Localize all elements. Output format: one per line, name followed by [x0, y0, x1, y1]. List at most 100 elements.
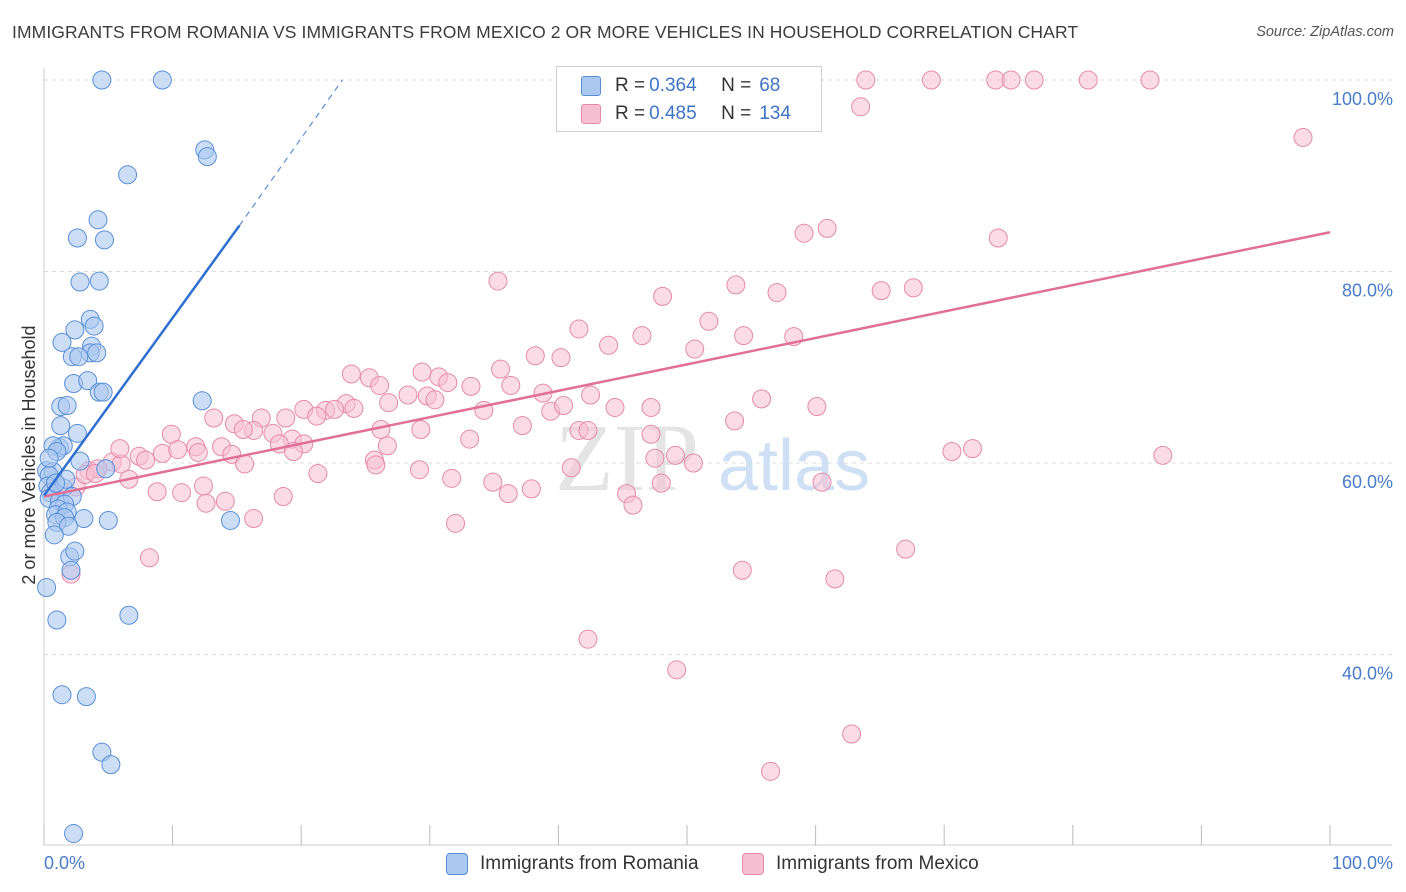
romania-point-8 [70, 272, 90, 292]
source-label: Source: ZipAtlas.com [1256, 24, 1394, 40]
romania-swatch [581, 76, 601, 96]
mexico-point-128 [498, 484, 518, 504]
mexico-point-16 [726, 275, 746, 295]
mexico-point-72 [578, 420, 598, 440]
mexico-point-18 [767, 283, 787, 303]
mexico-point-14 [988, 228, 1008, 248]
mexico-point-95 [645, 448, 665, 468]
romania-point-59 [119, 605, 139, 625]
romania-point-25 [192, 391, 212, 411]
mexico-point-69 [460, 429, 480, 449]
romania-point-56 [61, 560, 81, 580]
mexico-point-38 [501, 375, 521, 395]
mexico-point-105 [172, 483, 192, 503]
romania-point-3 [197, 147, 217, 167]
mexico-point-62 [233, 419, 253, 439]
y-tick-label-0: 40.0% [1342, 664, 1393, 684]
stats-legend: R = 0.364 N = 68 R = 0.485 N = 134 [556, 66, 822, 132]
mexico-point-73 [641, 424, 661, 444]
grid [44, 79, 1392, 655]
romania-point-18 [69, 347, 89, 367]
mexico-point-11 [1293, 127, 1313, 147]
romania-n-value: 68 [759, 75, 781, 96]
mexico-point-12 [794, 223, 814, 243]
romania-r-value: 0.364 [649, 75, 697, 96]
mexico-point-32 [341, 364, 361, 384]
mexico-point-124 [842, 724, 862, 744]
mexico-point-123 [667, 660, 687, 680]
mexico-point-121 [825, 569, 845, 589]
mexico-r-value: 0.485 [649, 103, 697, 124]
watermark-atlas: atlas [718, 426, 870, 506]
romania-point-65 [39, 448, 59, 468]
mexico-point-99 [962, 439, 982, 459]
romania-point-61 [76, 687, 96, 707]
y-tick-label-2: 80.0% [1342, 281, 1393, 301]
mexico-point-55 [807, 397, 827, 417]
mexico-point-21 [699, 311, 719, 331]
mexico-point-49 [344, 398, 364, 418]
romania-point-63 [101, 755, 121, 775]
mexico-point-118 [139, 548, 159, 568]
romania-point-57 [37, 577, 57, 597]
mexico-n-value: 134 [759, 103, 791, 124]
romania-point-7 [94, 230, 114, 250]
mexico-point-91 [366, 455, 386, 475]
romania-point-55 [65, 541, 85, 561]
mexico-point-25 [734, 326, 754, 346]
romania-point-22 [93, 382, 113, 402]
mexico-point-54 [752, 389, 772, 409]
romania-point-49 [98, 510, 118, 530]
mexico-point-120 [732, 560, 752, 580]
mexico-point-35 [370, 375, 390, 395]
romania-point-26 [51, 416, 71, 436]
romania-point-53 [44, 525, 64, 545]
romania-point-6 [67, 228, 87, 248]
mexico-point-45 [379, 393, 399, 413]
mexico-point-4 [921, 70, 941, 90]
romania-point-35 [96, 459, 116, 479]
mexico-point-70 [512, 416, 532, 436]
romania-trend-line [42, 224, 241, 497]
mexico-point-60 [204, 408, 224, 428]
mexico-point-28 [525, 346, 545, 366]
mexico-trend-line [43, 231, 1331, 498]
mexico-point-74 [725, 411, 745, 431]
mexico-point-43 [425, 390, 445, 410]
mexico-point-19 [903, 278, 923, 298]
mexico-point-68 [411, 419, 431, 439]
romania-n-label: N = [721, 75, 752, 96]
mexico-point-3 [856, 70, 876, 90]
romania-point-11 [84, 316, 104, 336]
mexico-point-22 [569, 319, 589, 339]
bottom-legend: Immigrants from Romania Immigrants from … [0, 851, 1406, 879]
mexico-point-24 [632, 326, 652, 346]
mexico-point-9 [1140, 70, 1160, 90]
watermark: ZIP atlas [555, 404, 870, 511]
y-axis-label: 2 or more Vehicles in Household [19, 325, 39, 584]
romania-point-5 [88, 210, 108, 230]
mexico-point-117 [896, 539, 916, 559]
romania-point-12 [65, 320, 85, 340]
romania-point-27 [67, 423, 87, 443]
romania-point-1 [152, 70, 172, 90]
bottom-mexico-swatch [742, 853, 764, 875]
mexico-point-48 [325, 399, 345, 419]
mexico-point-130 [273, 487, 293, 507]
mexico-point-115 [812, 472, 832, 492]
mexico-point-17 [871, 281, 891, 301]
romania-point-34 [70, 451, 90, 471]
romania-point-58 [47, 610, 67, 630]
mexico-point-81 [168, 440, 188, 460]
mexico-point-108 [244, 509, 264, 529]
mexico-point-100 [1153, 445, 1173, 465]
mexico-point-37 [461, 376, 481, 396]
mexico-point-110 [483, 472, 503, 492]
mexico-point-57 [307, 406, 327, 426]
y-tick-label-1: 60.0% [1342, 472, 1393, 492]
mexico-point-109 [442, 468, 462, 488]
mexico-point-92 [308, 464, 328, 484]
mexico-point-106 [196, 493, 216, 513]
legend-row-mexico: R = 0.485 N = 134 [581, 100, 791, 128]
